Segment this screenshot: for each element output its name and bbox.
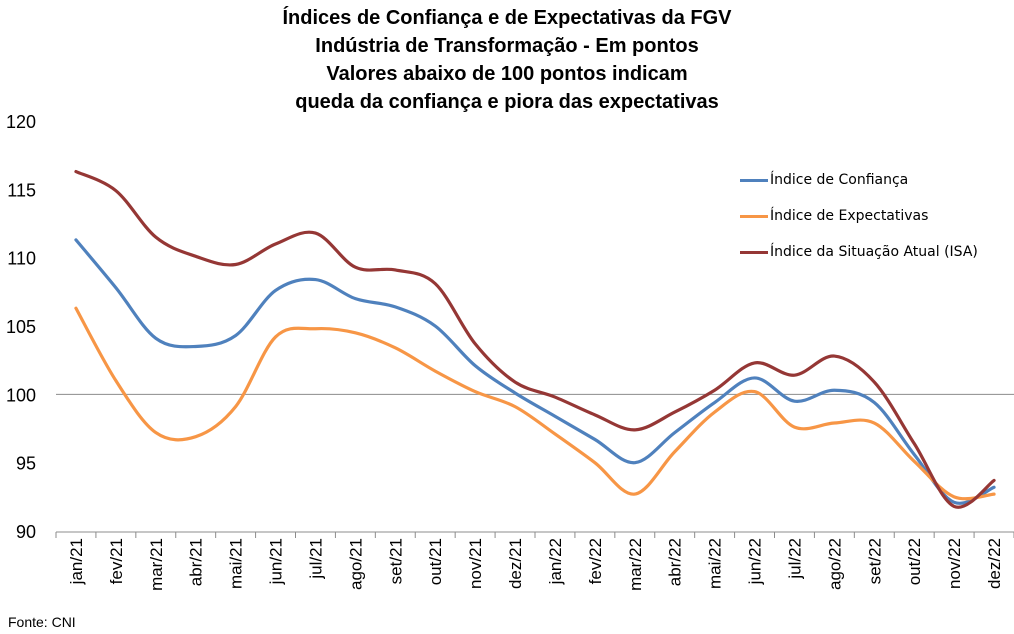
legend-label-expectativas: Índice de Expectativas [770, 208, 929, 224]
legend-swatch-expectativas [740, 214, 768, 218]
x-tick-label: mar/21 [147, 538, 166, 591]
x-tick-label: dez/22 [985, 538, 1004, 589]
x-tick-label: jul/21 [306, 538, 325, 580]
title-line-1: Índices de Confiança e de Expectativas d… [282, 7, 732, 29]
x-tick-label: ago/22 [825, 538, 844, 590]
x-tick-labels: jan/21 fev/21 mar/21 abr/21 mai/21 jun/21 jul/… [67, 538, 1004, 591]
x-tick-label: nov/21 [466, 538, 485, 589]
series-line-confianca [74, 238, 996, 505]
x-tick-label: fev/21 [107, 538, 126, 584]
y-tick-label: 100 [6, 385, 36, 405]
x-axis [55, 531, 1014, 538]
y-tick-label: 110 [7, 249, 36, 269]
series-group [74, 169, 996, 509]
x-tick-label: abr/21 [187, 538, 206, 586]
y-tick-label: 120 [6, 112, 36, 132]
x-tick-label: mai/21 [227, 538, 246, 589]
x-tick-label: mai/22 [706, 538, 725, 589]
x-tick-label: set/22 [865, 538, 884, 584]
chart-title: Índices de Confiança e de Expectativas d… [0, 4, 1014, 116]
y-tick-label: 95 [16, 454, 36, 474]
legend-swatch-confianca [740, 178, 768, 182]
legend-item-confianca: Índice de Confiança [740, 162, 978, 198]
x-tick-label: ago/21 [346, 538, 365, 590]
x-tick-label: jul/22 [785, 538, 804, 580]
legend-item-expectativas: Índice de Expectativas [740, 198, 978, 234]
x-tick-label: jun/22 [746, 538, 765, 585]
series-line-expectativas [74, 306, 996, 501]
x-tick-label: jun/21 [267, 538, 286, 585]
y-tick-label: 105 [6, 317, 36, 337]
x-tick-label: jan/22 [546, 538, 565, 585]
x-tick-label: jan/21 [67, 538, 86, 585]
legend-item-isa: Índice da Situação Atual (ISA) [740, 234, 978, 270]
legend-swatch-isa [740, 250, 768, 254]
x-tick-label: fev/22 [586, 538, 605, 584]
x-tick-label: abr/22 [666, 538, 685, 586]
series-line-isa [74, 169, 996, 509]
x-tick-label: dez/21 [506, 538, 525, 589]
source-note: Fonte: CNI [8, 614, 76, 630]
x-tick-label: out/21 [426, 538, 445, 585]
title-line-4: queda da confiança e piora das expectati… [295, 91, 719, 113]
x-tick-label: set/21 [386, 538, 405, 584]
x-tick-label: mar/22 [626, 538, 645, 591]
y-axis: 90 95 100 105 110 115 120 [6, 112, 36, 542]
x-tick-label: out/22 [905, 538, 924, 585]
y-tick-label: 115 [7, 180, 36, 200]
legend: Índice de Confiança Índice de Expectativ… [740, 162, 978, 270]
legend-label-isa: Índice da Situação Atual (ISA) [770, 244, 978, 260]
legend-label-confianca: Índice de Confiança [770, 172, 909, 188]
title-line-2: Indústria de Transformação - Em pontos [315, 35, 699, 57]
y-tick-label: 90 [16, 522, 36, 542]
title-line-3: Valores abaixo de 100 pontos indicam [326, 63, 688, 85]
x-tick-label: nov/22 [945, 538, 964, 589]
